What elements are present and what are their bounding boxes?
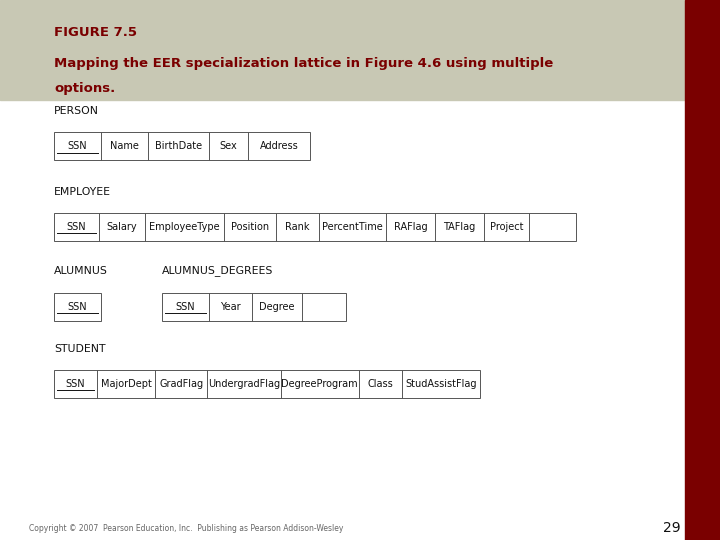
Text: ALUMNUS_DEGREES: ALUMNUS_DEGREES — [162, 266, 274, 276]
Text: BirthDate: BirthDate — [155, 141, 202, 151]
Text: EmployeeType: EmployeeType — [149, 222, 220, 232]
Text: SSN: SSN — [68, 141, 87, 151]
Text: MajorDept: MajorDept — [101, 379, 151, 389]
Text: options.: options. — [54, 82, 115, 94]
Text: EMPLOYEE: EMPLOYEE — [54, 186, 111, 197]
Text: 29: 29 — [663, 521, 680, 535]
Text: GradFlag: GradFlag — [159, 379, 203, 389]
Text: Class: Class — [367, 379, 393, 389]
Bar — [54, 132, 310, 160]
Text: Address: Address — [260, 141, 298, 151]
Text: Sex: Sex — [220, 141, 238, 151]
Text: SSN: SSN — [66, 379, 86, 389]
Bar — [685, 0, 720, 540]
Text: SSN: SSN — [67, 222, 86, 232]
Text: DegreeProgram: DegreeProgram — [282, 379, 358, 389]
Text: Rank: Rank — [285, 222, 310, 232]
Bar — [162, 293, 346, 321]
Text: StudAssistFlag: StudAssistFlag — [405, 379, 477, 389]
Text: RAFlag: RAFlag — [394, 222, 427, 232]
Text: PERSON: PERSON — [54, 106, 99, 116]
Text: Project: Project — [490, 222, 523, 232]
Text: Year: Year — [220, 302, 240, 312]
Text: Mapping the EER specialization lattice in Figure 4.6 using multiple: Mapping the EER specialization lattice i… — [54, 57, 553, 70]
Text: FIGURE 7.5: FIGURE 7.5 — [54, 26, 137, 39]
Text: Copyright © 2007  Pearson Education, Inc.  Publishing as Pearson Addison-Wesley: Copyright © 2007 Pearson Education, Inc.… — [29, 524, 343, 532]
Bar — [54, 213, 576, 241]
Text: ALUMNUS: ALUMNUS — [54, 266, 108, 276]
Text: TAFlag: TAFlag — [444, 222, 475, 232]
Text: Position: Position — [231, 222, 269, 232]
Text: Degree: Degree — [259, 302, 295, 312]
Text: Salary: Salary — [107, 222, 138, 232]
Bar — [54, 293, 101, 321]
Text: UndergradFlag: UndergradFlag — [208, 379, 280, 389]
Text: PercentTime: PercentTime — [322, 222, 383, 232]
Text: SSN: SSN — [176, 302, 195, 312]
Bar — [54, 370, 480, 398]
Text: SSN: SSN — [68, 302, 87, 312]
Bar — [0, 0, 720, 100]
Text: STUDENT: STUDENT — [54, 343, 106, 354]
Text: Name: Name — [109, 141, 139, 151]
